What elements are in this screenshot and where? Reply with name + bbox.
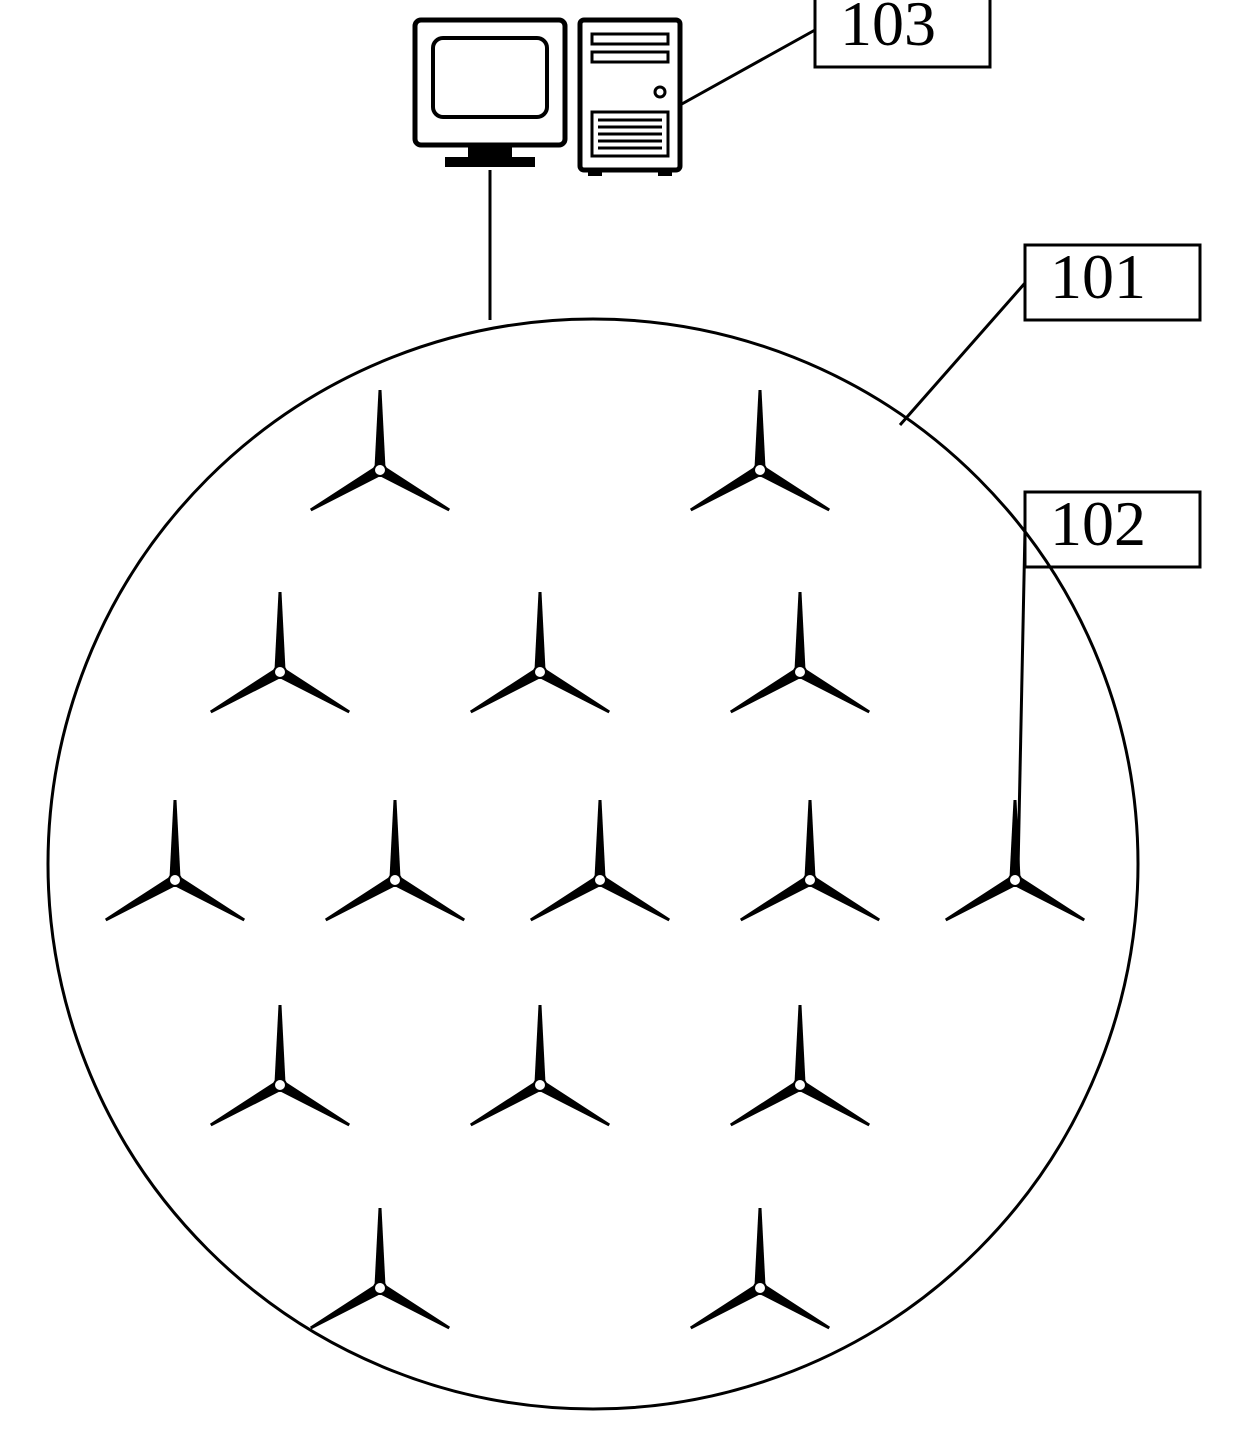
callout-label: 101 [1050,241,1146,312]
wind-turbine-icon [210,1005,350,1126]
callout-leader [680,30,815,105]
turbine-hub [274,1079,286,1091]
turbine-blade [374,1208,385,1288]
wind-turbine-icon [310,390,450,511]
turbine-blade [794,592,805,672]
wind-turbine-icon [310,1208,450,1329]
turbine-blade [277,1080,350,1126]
turbine-hub [594,874,606,886]
turbine-blade [377,1283,450,1329]
wind-turbine-icon [730,1005,870,1126]
turbine-blade [534,1005,545,1085]
turbine-blade [690,465,763,511]
turbine-hub [794,1079,806,1091]
turbine-blade [754,1208,765,1288]
turbine-hub [754,464,766,476]
turbine-blade [169,800,180,880]
turbine-hub [374,464,386,476]
turbine-blade [1012,875,1085,921]
turbine-hub [754,1282,766,1294]
turbine-blade [804,800,815,880]
callout-103: 103 [680,0,990,105]
turbine-blade [597,875,670,921]
turbine-blade [274,1005,285,1085]
turbine-blade [757,465,830,511]
computer-group [415,20,680,176]
turbine-blade [374,390,385,470]
callout-leader [900,283,1025,425]
turbine-hub [389,874,401,886]
monitor-stand-base [445,157,535,167]
wind-turbine-icon [105,800,245,921]
turbine-hub [274,666,286,678]
farm-boundary-circle [48,319,1138,1409]
turbine-blade [470,1080,543,1126]
turbine-blade [740,875,813,921]
turbine-blade [274,592,285,672]
turbine-blade [210,667,283,713]
tower-foot [658,170,672,176]
turbine-blade [470,667,543,713]
turbine-blade [797,667,870,713]
wind-turbine-icon [730,592,870,713]
turbine-blade [537,1080,610,1126]
turbine-blade [210,1080,283,1126]
turbine-blade [534,592,545,672]
wind-turbine-icon [210,592,350,713]
turbine-blade [945,875,1018,921]
wind-turbine-icon [325,800,465,921]
tower-power-button [655,87,665,97]
turbine-blade [807,875,880,921]
turbine-blade [310,465,383,511]
callout-leader [1018,530,1025,870]
callout-102: 102 [1018,488,1200,870]
turbine-blade [377,465,450,511]
callout-101: 101 [900,241,1200,425]
turbine-blade [530,875,603,921]
callout-label: 102 [1050,488,1146,559]
turbine-blade [594,800,605,880]
wind-turbine-icon [690,390,830,511]
turbine-hub [804,874,816,886]
turbine-blade [537,667,610,713]
monitor-stand-neck [468,145,512,157]
turbine-blade [730,1080,803,1126]
turbine-hub [1009,874,1021,886]
turbine-blade [325,875,398,921]
wind-turbine-icon [530,800,670,921]
monitor-screen [433,38,547,117]
turbine-blade [310,1283,383,1329]
turbine-blade [730,667,803,713]
turbine-hub [794,666,806,678]
turbine-blade [794,1005,805,1085]
tower-foot [588,170,602,176]
turbine-blade [172,875,245,921]
wind-turbine-icon [945,800,1085,921]
turbine-hub [534,1079,546,1091]
turbine-hub [374,1282,386,1294]
wind-turbine-icon [740,800,880,921]
wind-turbine-icon [690,1208,830,1329]
wind-turbine-icon [470,592,610,713]
callout-label: 103 [840,0,936,59]
turbine-blade [757,1283,830,1329]
turbine-blade [392,875,465,921]
turbine-blade [690,1283,763,1329]
wind-turbine-icon [470,1005,610,1126]
turbine-blade [797,1080,870,1126]
turbine-blade [389,800,400,880]
turbine-hub [534,666,546,678]
turbine-blade [277,667,350,713]
tower-drive-slot [592,52,668,62]
turbine-hub [169,874,181,886]
tower-drive-slot [592,34,668,44]
turbine-blade [754,390,765,470]
turbine-blade [105,875,178,921]
